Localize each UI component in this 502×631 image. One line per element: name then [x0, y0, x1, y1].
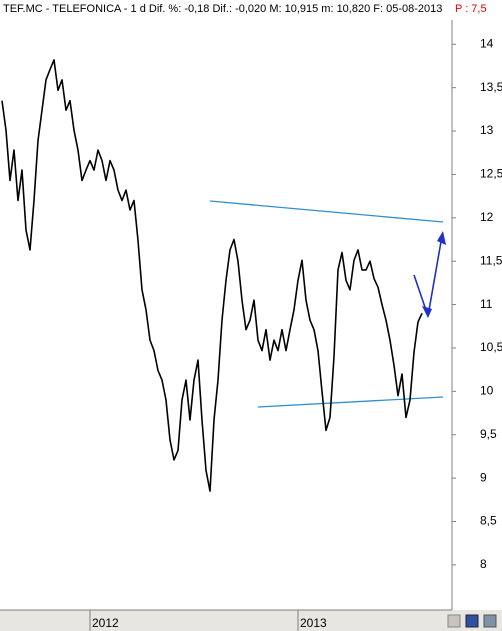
arrow-head: [437, 231, 446, 245]
y-tick-label: 9: [480, 470, 487, 484]
y-tick-label: 11,5: [480, 253, 502, 267]
annotations: [209, 200, 446, 408]
icon[interactable]: [465, 614, 479, 628]
y-tick-label: 10,5: [480, 340, 502, 354]
y-tick-label: 8,5: [480, 514, 497, 528]
y-tick-label: 8: [480, 557, 487, 571]
y-tick-label: 10: [480, 384, 494, 398]
y-tick-label: 13,5: [480, 80, 502, 94]
price-line: [1, 59, 423, 492]
y-tick-label: 12,5: [480, 167, 502, 181]
x-axis-strip: [0, 610, 502, 631]
icon[interactable]: [483, 614, 497, 628]
icon[interactable]: [447, 614, 461, 628]
y-tick-label: 13: [480, 123, 494, 137]
x-tick-label: 2012: [92, 616, 119, 630]
y-tick-label: 14: [480, 36, 494, 50]
chart-title: TEF.MC - TELEFONICA - 1 d Dif. %: -0,18 …: [3, 3, 442, 15]
y-tick-label: 9,5: [480, 427, 497, 441]
y-tick-label: 12: [480, 210, 494, 224]
price-label: P : 7,5: [455, 3, 487, 15]
y-tick-label: 11: [480, 297, 493, 311]
resistance-line: [209, 200, 444, 223]
x-tick-label: 2013: [300, 616, 327, 630]
support-line: [257, 396, 444, 408]
arrow-head: [422, 306, 432, 318]
toolbar-icons: [447, 614, 497, 628]
